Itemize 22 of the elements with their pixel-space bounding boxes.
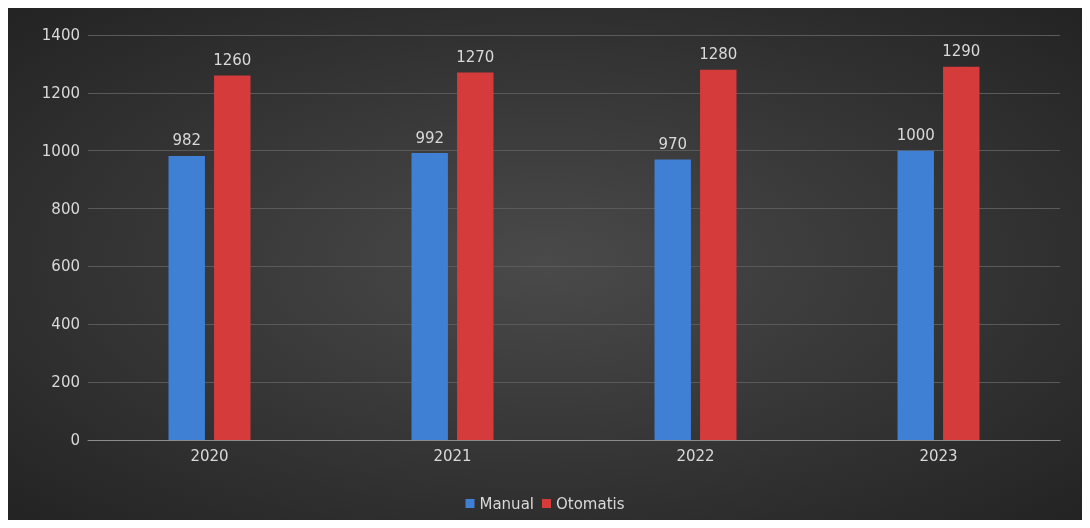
x-tick-label: 2023 [919, 446, 958, 465]
legend-label: Manual [479, 494, 534, 513]
y-tick-label: 1000 [41, 141, 80, 160]
y-tick-label: 0 [70, 431, 80, 449]
y-tick-label: 1200 [41, 83, 80, 102]
y-tick-label: 200 [51, 373, 80, 392]
data-label: 1260 [213, 51, 252, 69]
y-tick-label: 800 [51, 199, 80, 218]
x-tick-label: 2022 [676, 446, 715, 465]
legend-label: Otomatis [555, 494, 625, 513]
x-tick-label: 2021 [433, 446, 472, 465]
y-tick-label: 1400 [41, 26, 80, 44]
y-tick-label: 400 [51, 315, 80, 334]
data-label: 1000 [896, 126, 935, 145]
data-label: 1290 [942, 42, 981, 61]
data-label: 982 [172, 131, 202, 150]
data-label: 970 [658, 134, 688, 153]
data-label: 992 [415, 128, 445, 147]
data-label: 1280 [699, 45, 738, 64]
data-label: 1270 [456, 48, 495, 67]
y-tick-label: 600 [51, 257, 80, 276]
x-tick-label: 2020 [190, 446, 229, 465]
